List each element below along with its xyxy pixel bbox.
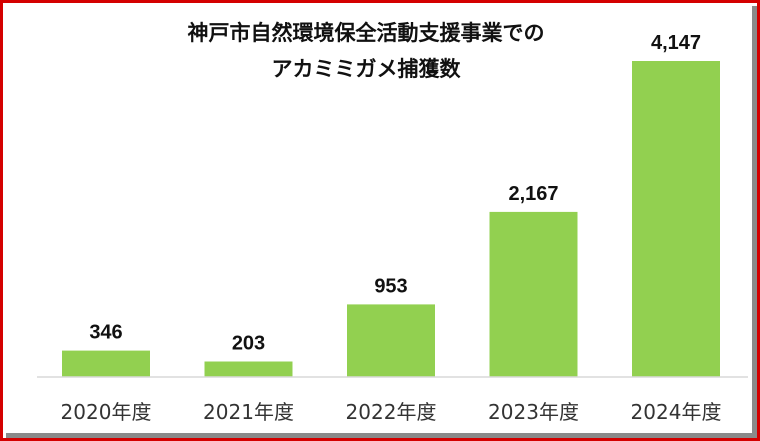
x-tick-label: 2022年度 bbox=[346, 400, 437, 424]
data-label: 953 bbox=[374, 275, 407, 297]
bars-layer: 346 2020年度 203 2021年度 953 2022年度 2,167 2023年度 4,… bbox=[61, 32, 722, 424]
frame-shadow-bottom bbox=[6, 433, 757, 438]
bar bbox=[489, 211, 578, 377]
bar bbox=[347, 304, 435, 377]
x-tick-label: 2021年度 bbox=[203, 400, 294, 424]
x-tick-label: 2024年度 bbox=[631, 400, 722, 424]
data-label: 2,167 bbox=[508, 183, 558, 205]
x-tick-label: 2023年度 bbox=[488, 400, 579, 424]
bar bbox=[62, 350, 150, 377]
frame-shadow-right bbox=[752, 6, 757, 436]
data-label: 4,147 bbox=[651, 32, 701, 54]
chart-title-line-1: 神戸市自然環境保全活動支援事業での bbox=[188, 21, 545, 45]
chart-title-line-2: アカミミガメ捕獲数 bbox=[272, 57, 462, 81]
x-tick-label: 2020年度 bbox=[61, 400, 152, 424]
bar bbox=[204, 361, 293, 377]
data-label: 346 bbox=[89, 322, 122, 344]
bar bbox=[632, 61, 720, 377]
data-label: 203 bbox=[232, 333, 265, 355]
